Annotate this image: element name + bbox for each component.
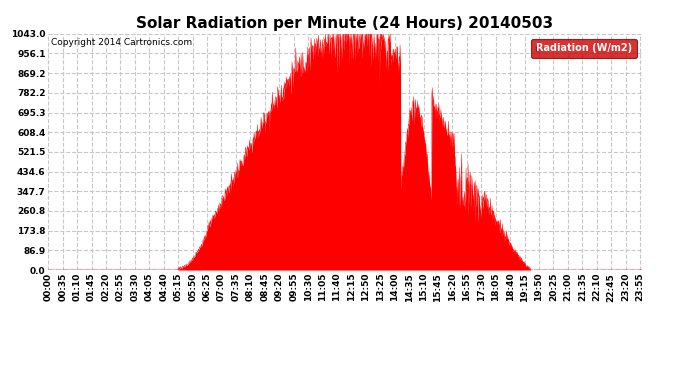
- Title: Solar Radiation per Minute (24 Hours) 20140503: Solar Radiation per Minute (24 Hours) 20…: [137, 16, 553, 31]
- Text: Copyright 2014 Cartronics.com: Copyright 2014 Cartronics.com: [51, 39, 193, 48]
- Legend: Radiation (W/m2): Radiation (W/m2): [531, 39, 637, 58]
